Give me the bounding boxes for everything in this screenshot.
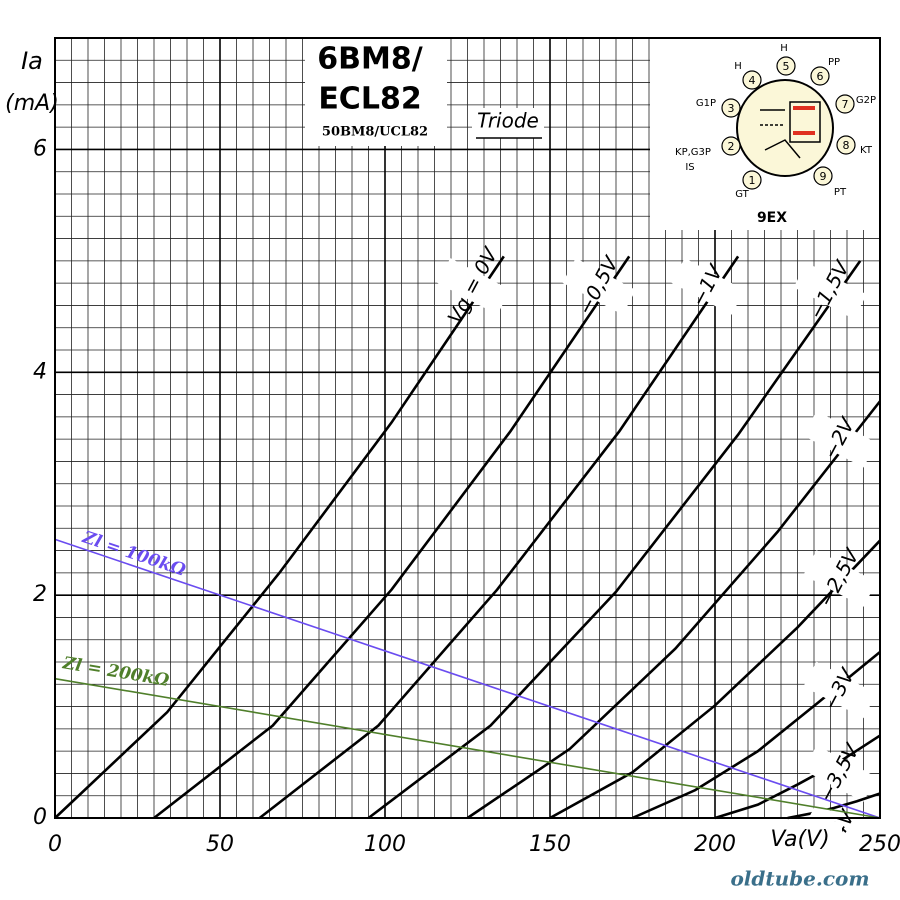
x-tick-label: 0 — [48, 832, 62, 857]
y-tick-label: 2 — [33, 582, 47, 607]
pin — [721, 136, 741, 156]
pin-number: 8 — [843, 139, 850, 152]
curve — [258, 255, 740, 820]
pin — [721, 98, 741, 118]
pentode-plate — [789, 101, 821, 143]
curve — [153, 255, 631, 820]
electrode — [793, 131, 815, 135]
curve — [466, 400, 882, 820]
curve-label-bg — [803, 745, 877, 802]
pin-label: H — [734, 61, 742, 72]
pin — [836, 135, 856, 155]
pin-number: 3 — [728, 102, 735, 115]
x-tick-label: 150 — [529, 832, 571, 857]
pin — [742, 170, 762, 190]
pin — [810, 66, 830, 86]
pin-label: G1P — [696, 98, 716, 109]
pin — [776, 56, 796, 76]
curve-label-bg — [803, 661, 877, 719]
subtitle: 50BM8/UCL82 — [322, 125, 428, 140]
pin-label: GT — [735, 189, 749, 200]
pin-number: 4 — [749, 74, 756, 87]
watermark: oldtube.com — [730, 867, 869, 891]
chart-title: 6BM8/ — [317, 42, 422, 77]
curve — [714, 734, 881, 820]
chart-title-line2: ECL82 — [318, 82, 421, 117]
axes: 0 50 100 150 200 250 0 2 4 6 — [33, 37, 900, 857]
x-label-box — [760, 822, 842, 856]
curve-label-bg — [803, 550, 877, 607]
x-tick-label: 50 — [206, 832, 234, 857]
y-axis-label: Ia — [21, 47, 43, 75]
section-label: Triode — [477, 109, 539, 133]
pin-label: IS — [685, 162, 694, 173]
grid — [54, 37, 881, 819]
pin-label: H — [780, 43, 788, 54]
pin-number: 1 — [749, 174, 756, 187]
y-axis-unit: (mA) — [5, 91, 59, 116]
plot-frame — [54, 37, 881, 819]
pin — [742, 70, 762, 90]
x-axis-label: Va(V) — [770, 827, 829, 852]
pin — [835, 94, 855, 114]
x-tick-label: 200 — [694, 832, 736, 857]
pin-number: 6 — [817, 70, 824, 83]
load-line — [54, 538, 881, 819]
pin-label: PT — [834, 187, 847, 198]
x-tick-label: 250 — [859, 832, 900, 857]
curve-label-bg — [803, 410, 877, 468]
heater — [764, 139, 801, 159]
y-tick-label: 6 — [33, 136, 47, 161]
title-box — [305, 38, 447, 146]
curve — [54, 255, 505, 819]
pin-number: 9 — [820, 170, 827, 183]
pin-number: 2 — [728, 140, 735, 153]
section-box — [472, 108, 544, 138]
pin-label: KT — [860, 145, 873, 156]
pin-label: PP — [828, 57, 840, 68]
curve — [787, 792, 881, 820]
curve — [367, 260, 862, 820]
curve-label-bg — [671, 258, 745, 315]
pin-label: G2P — [856, 95, 876, 106]
x-tick-label: 100 — [364, 832, 406, 857]
curve-label-bg — [437, 258, 511, 315]
base-diagram: 9EX 1 2 3 4 5 6 7 8 9 GT KP,G3P IS G1P H H PP G2P KT PT — [675, 43, 876, 226]
y-tick-label: 0 — [33, 805, 47, 830]
pin-number: 5 — [783, 60, 790, 73]
pin-number: 7 — [842, 98, 849, 111]
pin-label: KP,G3P — [675, 147, 711, 158]
load-line — [54, 677, 881, 819]
pin — [813, 166, 833, 186]
curve-label-bg — [793, 262, 867, 320]
base-code: 9EX — [757, 210, 787, 226]
tube-envelope — [736, 79, 834, 177]
curve-label-bg — [562, 258, 636, 315]
curve — [549, 539, 881, 820]
electrode — [793, 106, 815, 110]
y-tick-label: 4 — [33, 359, 47, 384]
